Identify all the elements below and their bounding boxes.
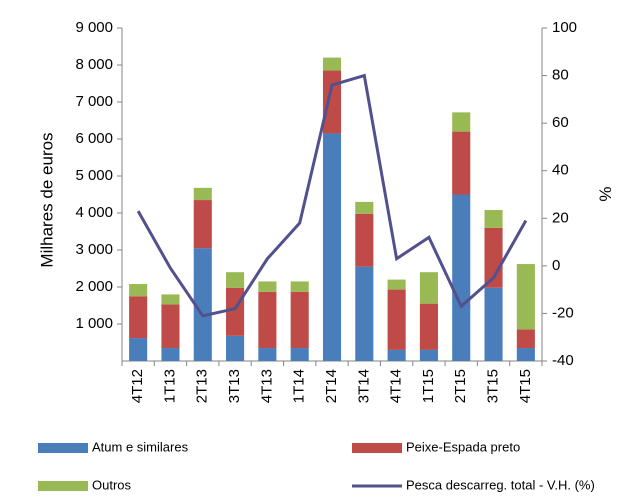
bar-segment [355,201,374,214]
y2-axis-label: % [596,186,615,201]
y-tick-label: 2 000 [75,278,113,295]
bar-segment [322,57,342,71]
bar-segment [258,281,277,292]
bar-segment [161,304,180,349]
x-tick-label: 3T15 [485,369,502,403]
y-tick-label: 3 000 [75,241,113,258]
y2-tick-label: -20 [552,304,574,321]
y-tick-label: 9 000 [75,19,113,36]
x-tick-label: 1T13 [161,369,178,403]
y2-tick-label: 20 [552,209,569,226]
bar-segment [452,112,471,132]
bar-segment [129,284,148,297]
x-tick-label: 4T15 [517,369,534,403]
y-tick-label: 6 000 [75,130,113,147]
x-tick-label: 4T12 [129,369,146,403]
bar-segment [226,287,245,336]
legend-label: Outros [92,477,132,492]
bar-segment [193,200,212,249]
bar-segment [129,296,148,339]
x-tick-label: 1T14 [291,369,308,403]
bar-segment [161,348,180,361]
y2-tick-label: 0 [552,257,560,274]
legend-swatch [352,443,402,453]
legend-label: Atum e similares [92,439,189,454]
bar-segment [226,272,245,288]
bar-segment [355,266,374,361]
bar-segment [419,349,438,361]
x-tick-label: 2T14 [323,369,340,403]
bar-segment [419,272,438,304]
y-tick-label: 5 000 [75,167,113,184]
bar-segment [322,70,342,134]
bar-segment [193,187,212,201]
x-tick-label: 3T13 [226,369,243,403]
x-tick-label: 3T14 [355,369,372,403]
bar-segment [516,329,535,349]
bar-segment [419,303,438,350]
bar-segment [258,291,277,349]
legend-swatch [38,443,88,453]
legend-label: Pesca descarreg. total - V.H. (%) [406,477,595,492]
y-tick-label: 8 000 [75,56,113,73]
bar-segment [129,338,148,361]
bar-segment [484,287,503,361]
bar-segment [322,133,342,361]
legend: Atum e similares Peixe-Espada preto Outros… [38,439,595,492]
y-axis-label: Milhares de euros [37,132,56,267]
bar-segment [226,335,245,361]
y2-tick-label: 100 [552,19,577,36]
legend-label: Peixe-Espada preto [406,439,520,454]
bar-segment [452,131,471,195]
bar-segment [484,210,503,228]
legend-swatch [38,481,88,491]
y-tick-label: 4 000 [75,204,113,221]
line-series [136,73,528,318]
x-tick-label: 4T13 [258,369,275,403]
bar-segment [452,194,471,361]
y2-tick-label: 40 [552,162,569,179]
x-tick-label: 4T14 [388,369,405,403]
bar-segment [290,281,309,292]
y2-tick-label: 80 [552,67,569,84]
bar-segment [516,348,535,361]
bar-segment [161,294,180,305]
x-tick-label: 1T15 [420,369,437,403]
y-tick-label: 1 000 [75,315,113,332]
y2-tick-label: 60 [552,114,569,131]
y-tick-label: 7 000 [75,93,113,110]
bar-segment [387,289,406,350]
bar-segment [193,248,212,361]
bar-segment [516,264,535,330]
bar-segment [290,291,309,349]
x-tick-label: 2T13 [194,369,211,403]
bar-segment [387,279,406,290]
bar-segment [355,213,374,267]
x-tick-label: 2T15 [452,369,469,403]
bar-segment [387,349,406,361]
y2-tick-label: -40 [552,352,574,369]
bar-segment [258,348,277,361]
bar-segment [290,348,309,361]
